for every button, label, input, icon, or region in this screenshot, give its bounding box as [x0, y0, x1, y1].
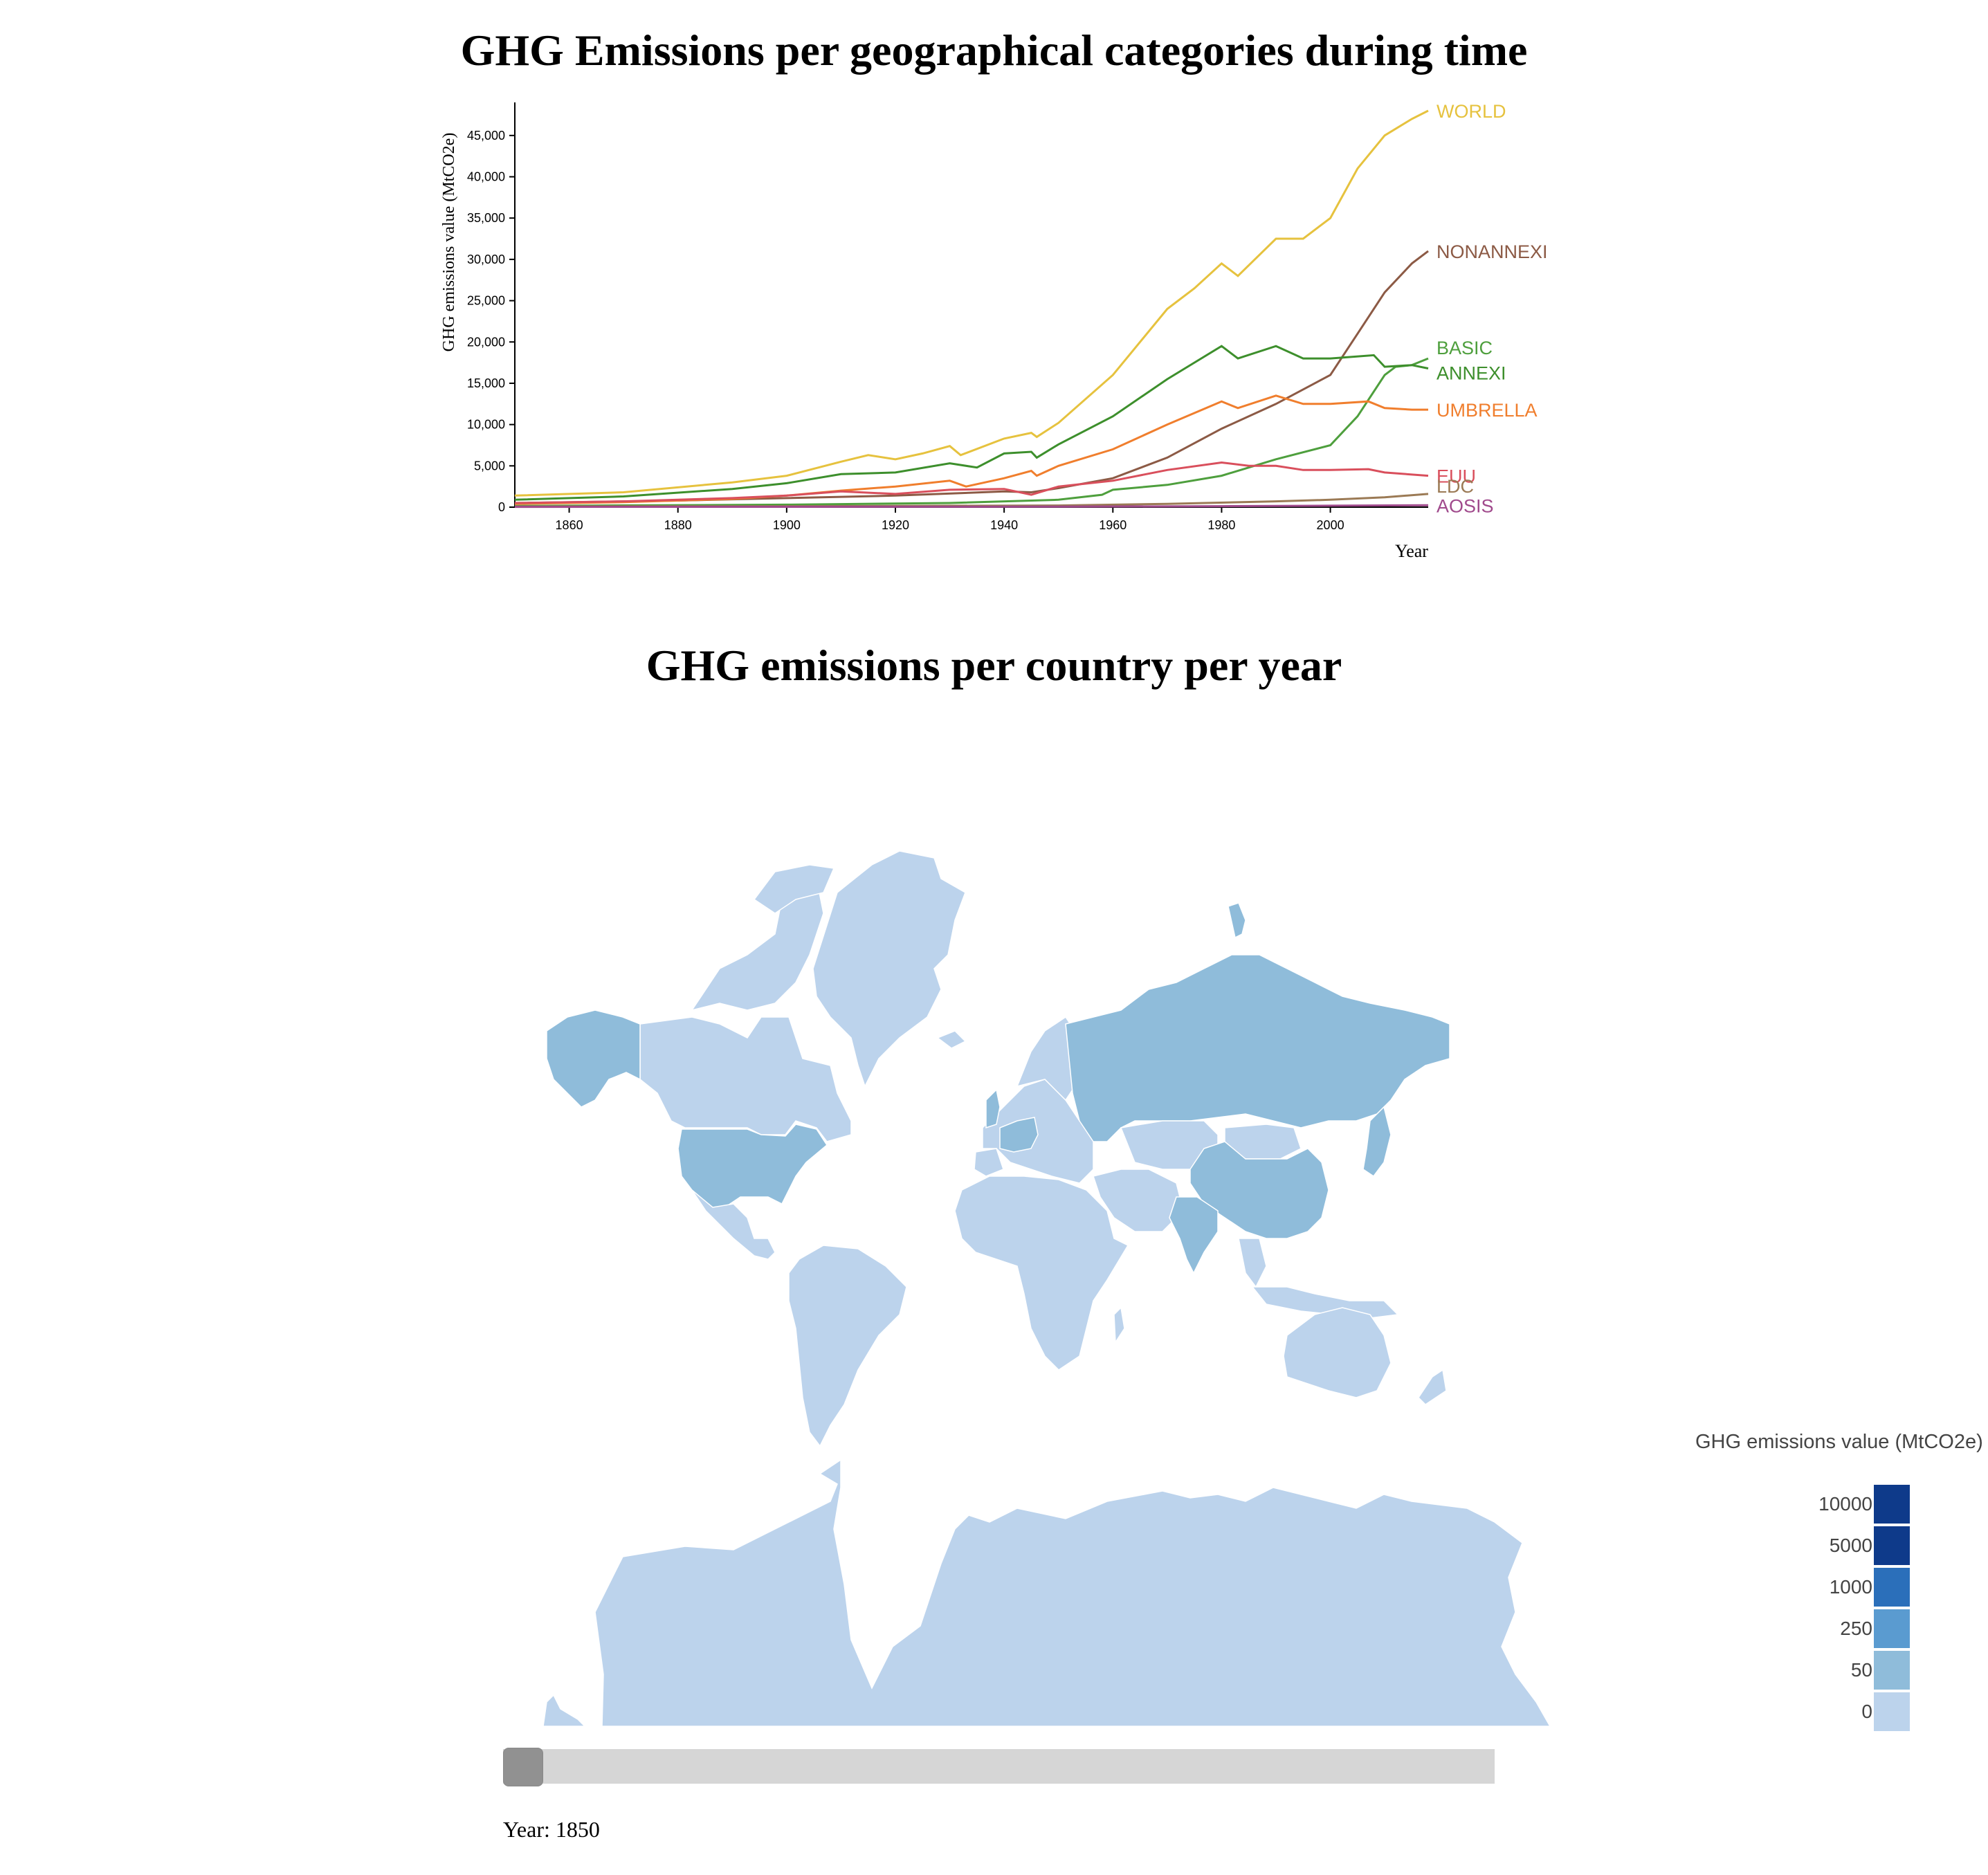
country-south-america[interactable] [788, 1245, 907, 1447]
country-canada-islands[interactable] [691, 877, 824, 1012]
year-slider-thumb[interactable] [503, 1748, 543, 1786]
line-chart: 0 5,000 10,000 15,000 20,000 25,000 30,000 35,0… [440, 101, 1548, 561]
x-tick-label: 1900 [773, 518, 801, 532]
y-tick-label: 35,000 [467, 211, 505, 225]
y-tick-label: 30,000 [467, 253, 505, 266]
x-tick-label: 2000 [1317, 518, 1344, 532]
legend-swatch [1874, 1651, 1910, 1690]
series-label-annexi: ANNEXI [1437, 363, 1506, 383]
series-line-world [514, 109, 1429, 497]
country-europe[interactable] [982, 1079, 1094, 1184]
legend-swatch [1874, 1568, 1910, 1607]
series-label-basic: BASIC [1437, 338, 1493, 358]
y-tick-label: 20,000 [467, 335, 505, 349]
country-australia[interactable] [1283, 1307, 1392, 1398]
y-axis-label: GHG emissions value (MtCO2e) [440, 133, 458, 352]
country-india[interactable] [1169, 1196, 1219, 1274]
series-label-nonannexi: NONANNEXI [1437, 241, 1548, 262]
y-tick-label: 0 [498, 500, 505, 514]
x-tick-label: 1960 [1099, 518, 1127, 532]
year-label: Year: 1850 [503, 1817, 600, 1842]
country-russia[interactable] [1065, 954, 1450, 1142]
x-tick-label: 1920 [882, 518, 909, 532]
legend-item-label: 50 [1850, 1659, 1872, 1681]
series-line-basic [514, 357, 1429, 507]
line-chart-series-labels: WORLD NONANNEXI BASIC ANNEXI UMBRELLA EUULDCA… [1437, 101, 1548, 516]
country-novaya-zemlya[interactable] [1228, 902, 1246, 939]
series-label-aosis: AOSIS [1437, 495, 1494, 516]
y-tick-label: 5,000 [474, 459, 505, 473]
y-tick-label: 10,000 [467, 418, 505, 432]
country-antarctica-2[interactable] [542, 1694, 586, 1727]
year-slider-track[interactable] [503, 1749, 1495, 1784]
country-antarctica[interactable] [594, 1458, 1551, 1727]
y-tick-label: 25,000 [467, 294, 505, 308]
country-canada[interactable] [639, 1016, 852, 1142]
legend-item: 250 [1799, 1609, 1910, 1648]
legend-item-label: 1000 [1829, 1576, 1872, 1598]
country-germany-france[interactable] [999, 1117, 1039, 1153]
country-se-asia[interactable] [1238, 1238, 1267, 1288]
series-line-nonannexi [514, 250, 1429, 504]
line-chart-series [514, 109, 1429, 509]
legend-swatch [1874, 1692, 1910, 1731]
country-uk[interactable] [985, 1088, 1001, 1129]
series-line-annexi [514, 345, 1429, 501]
legend-swatch [1874, 1609, 1910, 1648]
country-usa-alaska[interactable] [546, 1009, 641, 1108]
series-label-umbrella: UMBRELLA [1437, 400, 1538, 421]
legend-item: 50 [1799, 1651, 1910, 1690]
series-label-ldc: LDC [1437, 476, 1474, 497]
map-title: GHG emissions per country per year [646, 641, 1342, 690]
series-label-world: WORLD [1437, 101, 1506, 122]
x-tick-label: 1880 [664, 518, 692, 532]
legend-item-label: 10000 [1818, 1493, 1872, 1515]
country-greenland[interactable] [812, 850, 966, 1088]
legend-item-label: 250 [1840, 1618, 1872, 1639]
country-mexico[interactable] [691, 1189, 776, 1260]
country-iberia[interactable] [974, 1148, 1004, 1177]
y-tick-label: 45,000 [467, 129, 505, 143]
series-line-aosis [514, 504, 1429, 509]
country-madagascar[interactable] [1113, 1306, 1125, 1344]
x-tick-label: 1940 [990, 518, 1018, 532]
legend-title: GHG emissions value (MtCO2e) [1695, 1431, 1983, 1453]
x-tick-label: 1980 [1207, 518, 1235, 532]
legend-item: 1000 [1799, 1568, 1910, 1607]
line-chart-title: GHG Emissions per geographical categorie… [460, 26, 1528, 75]
country-iceland[interactable] [936, 1030, 967, 1049]
y-tick-label: 15,000 [467, 376, 505, 390]
country-canada-islands-2[interactable] [753, 864, 835, 914]
legend-item: 10000 [1799, 1485, 1910, 1524]
y-tick-label: 40,000 [467, 170, 505, 184]
series-line-euu [514, 461, 1429, 504]
series-label-euu: EUU [1437, 466, 1476, 487]
country-new-zealand[interactable] [1418, 1369, 1447, 1405]
country-japan[interactable] [1362, 1106, 1392, 1178]
legend-item-label: 0 [1861, 1701, 1872, 1722]
legend-swatch [1874, 1526, 1910, 1565]
country-africa[interactable] [954, 1176, 1129, 1371]
legend-item-label: 5000 [1829, 1535, 1872, 1556]
country-indonesia[interactable] [1251, 1286, 1399, 1319]
country-china[interactable] [1189, 1141, 1329, 1239]
x-tick-label: 1860 [556, 518, 583, 532]
legend-item: 5000 [1799, 1526, 1910, 1565]
legend-item: 0 [1799, 1692, 1910, 1731]
x-axis-label: Year [1395, 541, 1428, 561]
legend-swatch [1874, 1485, 1910, 1524]
